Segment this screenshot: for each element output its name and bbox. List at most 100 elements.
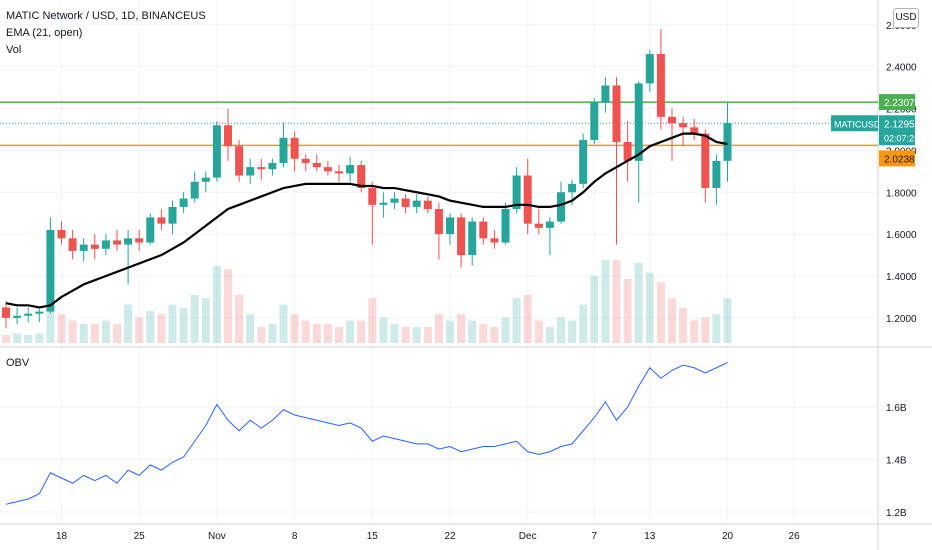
- volume-bar: [446, 320, 454, 343]
- last-price-tag: [879, 115, 915, 146]
- candle-body: [179, 198, 188, 207]
- x-tick-label: 25: [134, 531, 146, 542]
- volume-bar: [690, 320, 699, 343]
- volume-bar: [201, 298, 210, 343]
- candle-body: [24, 313, 33, 316]
- candle-body: [135, 238, 144, 243]
- candle-body: [201, 177, 210, 182]
- resistance-price-text: 2.2307: [884, 98, 915, 109]
- candle-body: [612, 85, 621, 142]
- volume-bar: [645, 272, 654, 343]
- candle-body: [512, 175, 521, 209]
- y-tick-label: 1.4000: [886, 272, 917, 283]
- obv-line: [5, 362, 728, 505]
- volume-bar: [457, 314, 466, 343]
- candle-body: [723, 123, 732, 161]
- x-tick-label: 15: [367, 531, 379, 542]
- volume-bar: [490, 327, 499, 343]
- candle-body: [468, 221, 477, 256]
- candle-body: [113, 240, 121, 245]
- candle-body: [301, 158, 310, 163]
- candle-body: [557, 192, 565, 222]
- candle-body: [2, 307, 10, 318]
- candle-body: [335, 171, 343, 174]
- candle-body: [157, 217, 166, 224]
- candle-body: [224, 125, 232, 147]
- volume-bar: [423, 327, 432, 343]
- y-tick-label: 1.2000: [886, 314, 917, 325]
- x-tick-label: 18: [56, 531, 68, 542]
- volume-bar: [146, 311, 155, 343]
- volume-bar: [190, 295, 199, 343]
- volume-bar: [390, 323, 399, 343]
- volume-bar: [479, 323, 488, 343]
- volume-bar: [557, 317, 565, 343]
- candle-body: [634, 83, 643, 161]
- x-tick-label: 26: [789, 531, 801, 542]
- ema-indicator-label[interactable]: EMA (21, open): [6, 27, 83, 39]
- candle-body: [501, 209, 510, 243]
- volume-bar: [13, 333, 22, 343]
- volume-bar: [179, 307, 188, 343]
- volume-bar: [501, 317, 510, 343]
- candle-body: [601, 85, 610, 103]
- volume-bar: [212, 266, 221, 343]
- volume-bar: [545, 327, 554, 343]
- volume-bar: [90, 323, 99, 343]
- volume-bar: [679, 307, 688, 343]
- volume-bar: [712, 314, 721, 343]
- x-tick-label: 22: [444, 531, 456, 542]
- x-tick-label: 20: [722, 531, 734, 542]
- obv-indicator-label[interactable]: OBV: [6, 357, 30, 369]
- chart-title: MATIC Network / USD, 1D, BINANCEUS: [6, 10, 206, 22]
- volume-bar: [2, 335, 10, 343]
- candle-body: [379, 202, 388, 205]
- volume-bar: [168, 304, 177, 343]
- volume-bar: [68, 320, 77, 343]
- volume-bar: [290, 314, 299, 343]
- volume-bar: [24, 335, 33, 343]
- candle-body: [323, 167, 332, 172]
- candle-body: [656, 54, 665, 117]
- candle-body: [534, 223, 543, 228]
- volume-bar: [312, 323, 321, 343]
- candle-body: [257, 167, 266, 170]
- volume-bar: [79, 323, 88, 343]
- last-price-text: 2.1295: [884, 119, 915, 130]
- volume-bar: [412, 327, 421, 343]
- candle-body: [290, 137, 299, 159]
- candle-body: [90, 244, 99, 249]
- candle-body: [412, 200, 421, 207]
- x-tick-label: 7: [592, 531, 598, 542]
- candle-body: [668, 116, 676, 124]
- volume-bar: [235, 295, 244, 343]
- volume-bar: [401, 327, 410, 343]
- volume-bar: [612, 259, 621, 343]
- volume-bar: [124, 304, 133, 343]
- candle-body: [590, 102, 599, 140]
- volume-bar: [113, 323, 121, 343]
- candle-body: [401, 198, 410, 207]
- candle-body: [479, 221, 488, 239]
- candle-body: [68, 238, 77, 251]
- candle-body: [312, 162, 321, 168]
- x-tick-label: Nov: [208, 531, 226, 542]
- candle-body: [579, 139, 588, 184]
- volume-bar: [523, 295, 532, 343]
- symbol-tag-text: MATICUSD: [834, 119, 881, 129]
- candle-body: [79, 244, 88, 251]
- volume-bar: [512, 298, 521, 343]
- candle-body: [346, 165, 355, 174]
- candle-body: [446, 217, 454, 235]
- volume-bar: [468, 320, 477, 343]
- candle-body: [212, 125, 221, 178]
- volume-bar: [57, 314, 66, 343]
- volume-bar: [246, 314, 255, 343]
- volume-bar: [701, 317, 710, 343]
- volume-indicator-label[interactable]: Vol: [6, 44, 22, 56]
- candle-body: [690, 127, 699, 134]
- candle-body: [523, 175, 532, 224]
- currency-button[interactable]: USD: [893, 8, 919, 28]
- candle-body: [357, 165, 366, 189]
